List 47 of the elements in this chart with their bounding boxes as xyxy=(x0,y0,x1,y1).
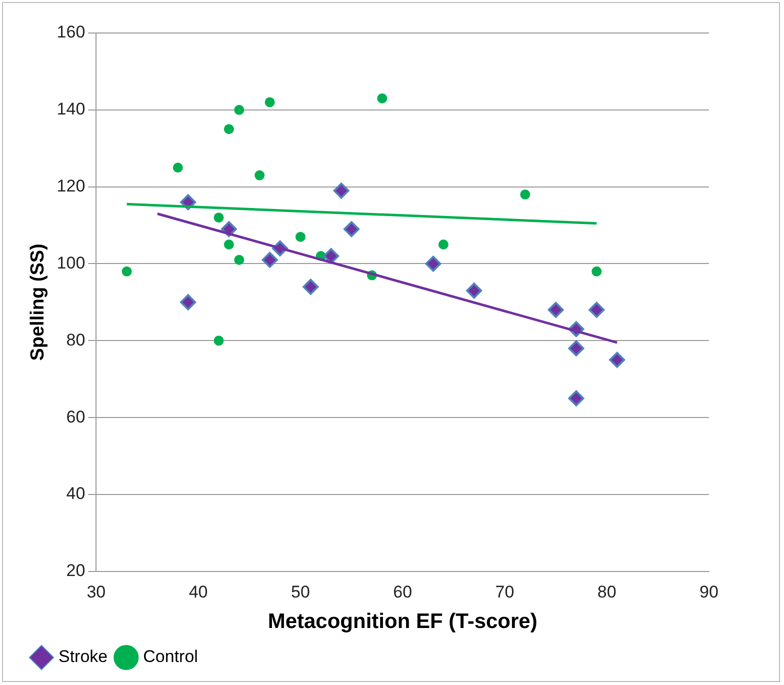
point xyxy=(302,278,319,295)
y-tick-label: 60 xyxy=(66,407,86,426)
point xyxy=(438,240,448,250)
x-axis-title: Metacognition EF (T-score) xyxy=(268,610,538,634)
point xyxy=(224,240,234,250)
point xyxy=(425,256,442,272)
point xyxy=(254,170,265,180)
point xyxy=(224,124,234,134)
point xyxy=(214,336,224,346)
point xyxy=(333,182,350,199)
point xyxy=(323,248,340,264)
x-tick-label: 80 xyxy=(597,582,616,602)
y-tick-label: 160 xyxy=(56,22,86,42)
point xyxy=(568,390,584,406)
point xyxy=(568,340,584,356)
point xyxy=(344,221,360,238)
point xyxy=(122,266,132,276)
point xyxy=(264,97,275,108)
point xyxy=(520,190,530,200)
point xyxy=(234,254,244,265)
y-tick-label: 40 xyxy=(66,484,86,504)
legend-label: Stroke xyxy=(58,647,108,666)
x-tick-label: 30 xyxy=(86,582,106,602)
x-tick-label: 40 xyxy=(188,582,208,602)
y-tick-label: 80 xyxy=(66,330,86,350)
point xyxy=(172,162,183,173)
point xyxy=(377,93,388,104)
point xyxy=(180,294,196,310)
x-tick-label: 90 xyxy=(700,582,718,602)
y-tick-label: 100 xyxy=(56,253,86,272)
point xyxy=(234,104,244,115)
x-tick-label: 60 xyxy=(393,582,412,602)
y-tick-label: 20 xyxy=(66,561,86,580)
point xyxy=(609,352,626,368)
point xyxy=(466,282,482,299)
point xyxy=(295,232,306,242)
legend-label: Control xyxy=(143,647,198,666)
point xyxy=(548,302,564,318)
y-tick-label: 140 xyxy=(56,100,86,119)
point xyxy=(262,252,278,268)
point xyxy=(592,266,602,276)
point xyxy=(214,212,224,223)
y-tick-label: 120 xyxy=(56,176,86,196)
point xyxy=(588,302,605,318)
x-tick-label: 70 xyxy=(495,582,514,602)
x-tick-label: 50 xyxy=(290,582,310,602)
y-axis-title: Spelling (SS) xyxy=(28,244,49,361)
